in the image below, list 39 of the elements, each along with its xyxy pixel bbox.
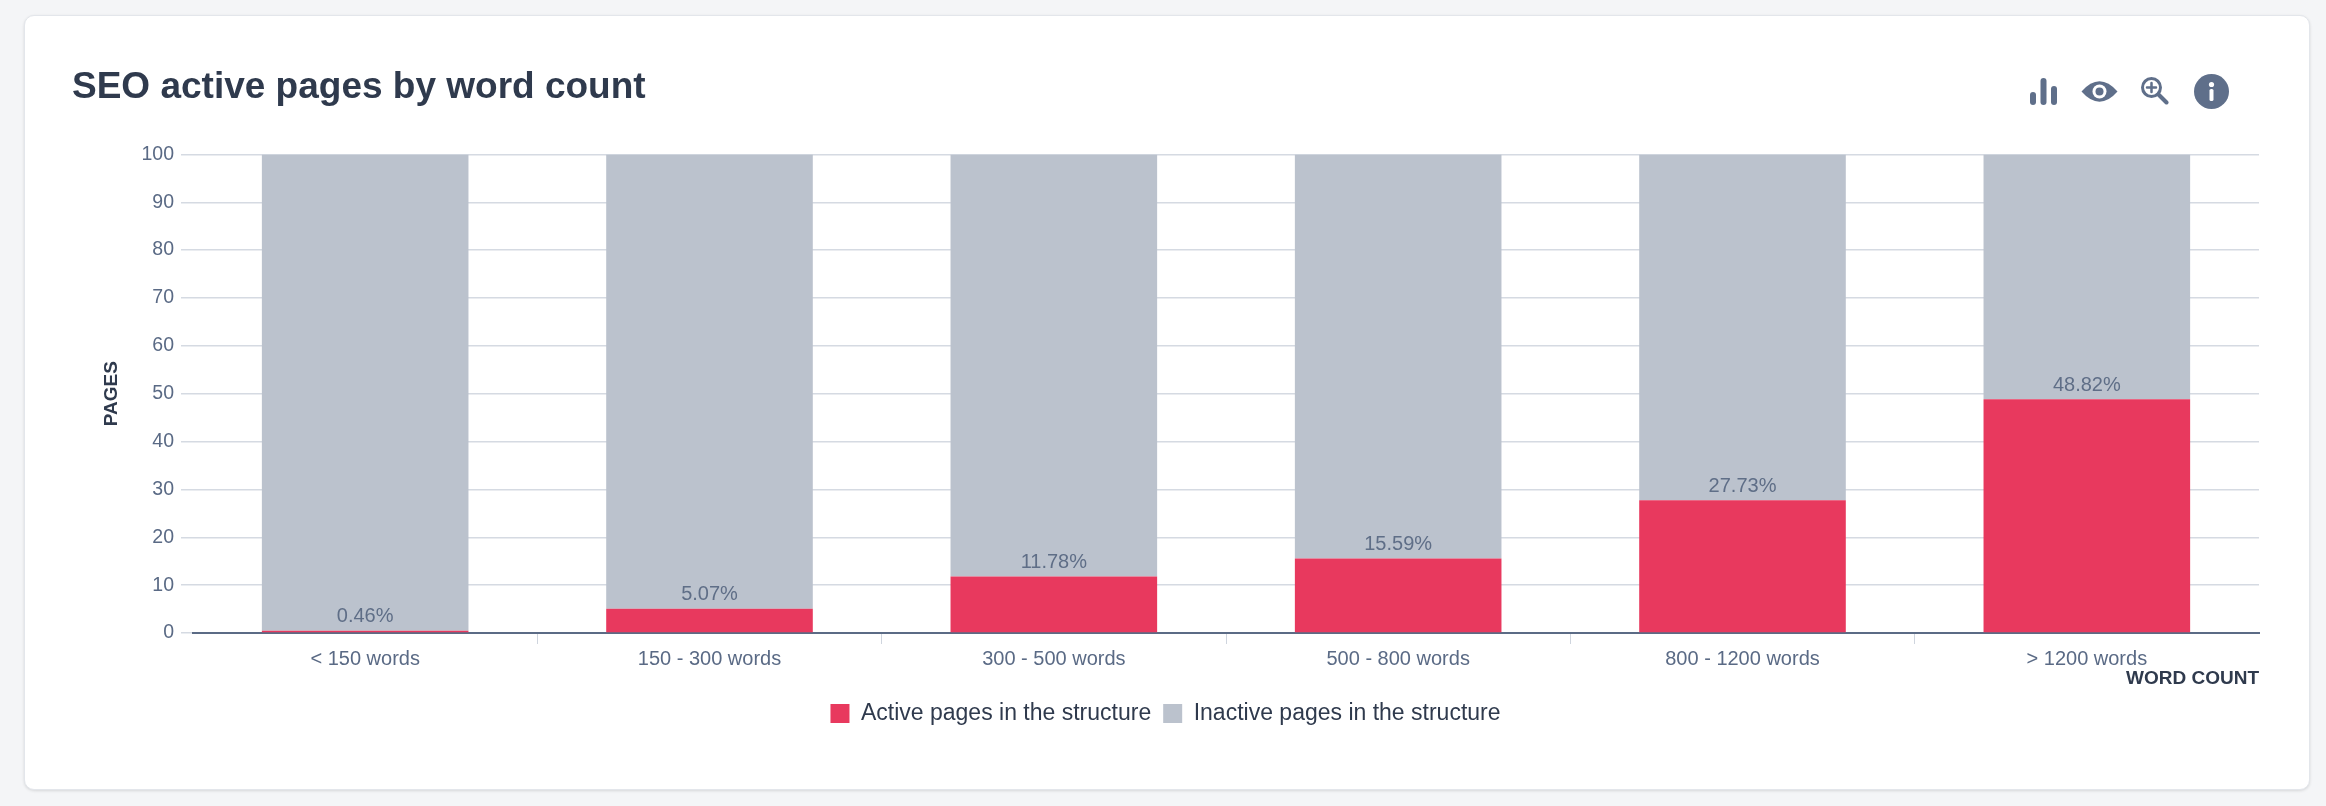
bar	[606, 154, 813, 609]
x-tick-label: > 1200 words	[2026, 646, 2148, 669]
legend-label: Active pages in the structure	[860, 698, 1152, 725]
x-tick-label: 800 - 1200 words	[1665, 646, 1820, 669]
x-tick-label: 300 - 500 words	[982, 646, 1126, 669]
y-tick-label: 0	[163, 620, 175, 643]
data-label: 48.82%	[2052, 372, 2121, 395]
bar	[950, 576, 1158, 633]
bar	[261, 154, 469, 631]
legend-label: Inactive pages in the structure	[1193, 698, 1501, 725]
y-tick-label: 60	[152, 333, 175, 356]
bar	[950, 154, 1158, 577]
y-tick-label: 40	[152, 428, 175, 451]
bar	[1294, 558, 1502, 633]
y-tick-label: 20	[152, 524, 175, 547]
bar	[1639, 500, 1846, 633]
bar	[1983, 154, 2191, 400]
y-tick-label: 70	[152, 285, 175, 308]
y-tick-label: 10	[152, 572, 175, 595]
bar	[1639, 154, 1846, 501]
data-label: 27.73%	[1708, 473, 1777, 496]
y-tick-label: 100	[141, 141, 175, 164]
bar	[1983, 399, 2191, 633]
data-label: 0.46%	[336, 604, 394, 627]
y-tick-label: 30	[152, 476, 175, 499]
x-tick-label: 150 - 300 words	[637, 646, 782, 669]
x-axis-title: WORD COUNT	[2126, 666, 2260, 688]
y-tick-label: 50	[152, 381, 175, 404]
bar	[606, 608, 813, 633]
data-label: 11.78%	[1020, 550, 1088, 573]
x-tick-label: 500 - 800 words	[1326, 646, 1470, 669]
bar	[1294, 154, 1502, 559]
y-tick-label: 90	[152, 189, 175, 212]
y-axis-title: PAGES	[99, 361, 121, 427]
chart-title: SEO active pages by word count	[72, 65, 646, 107]
data-label: 15.59%	[1364, 531, 1433, 554]
data-label: 5.07%	[681, 582, 739, 605]
x-tick-label: < 150 words	[310, 646, 420, 669]
y-tick-label: 80	[152, 237, 175, 260]
